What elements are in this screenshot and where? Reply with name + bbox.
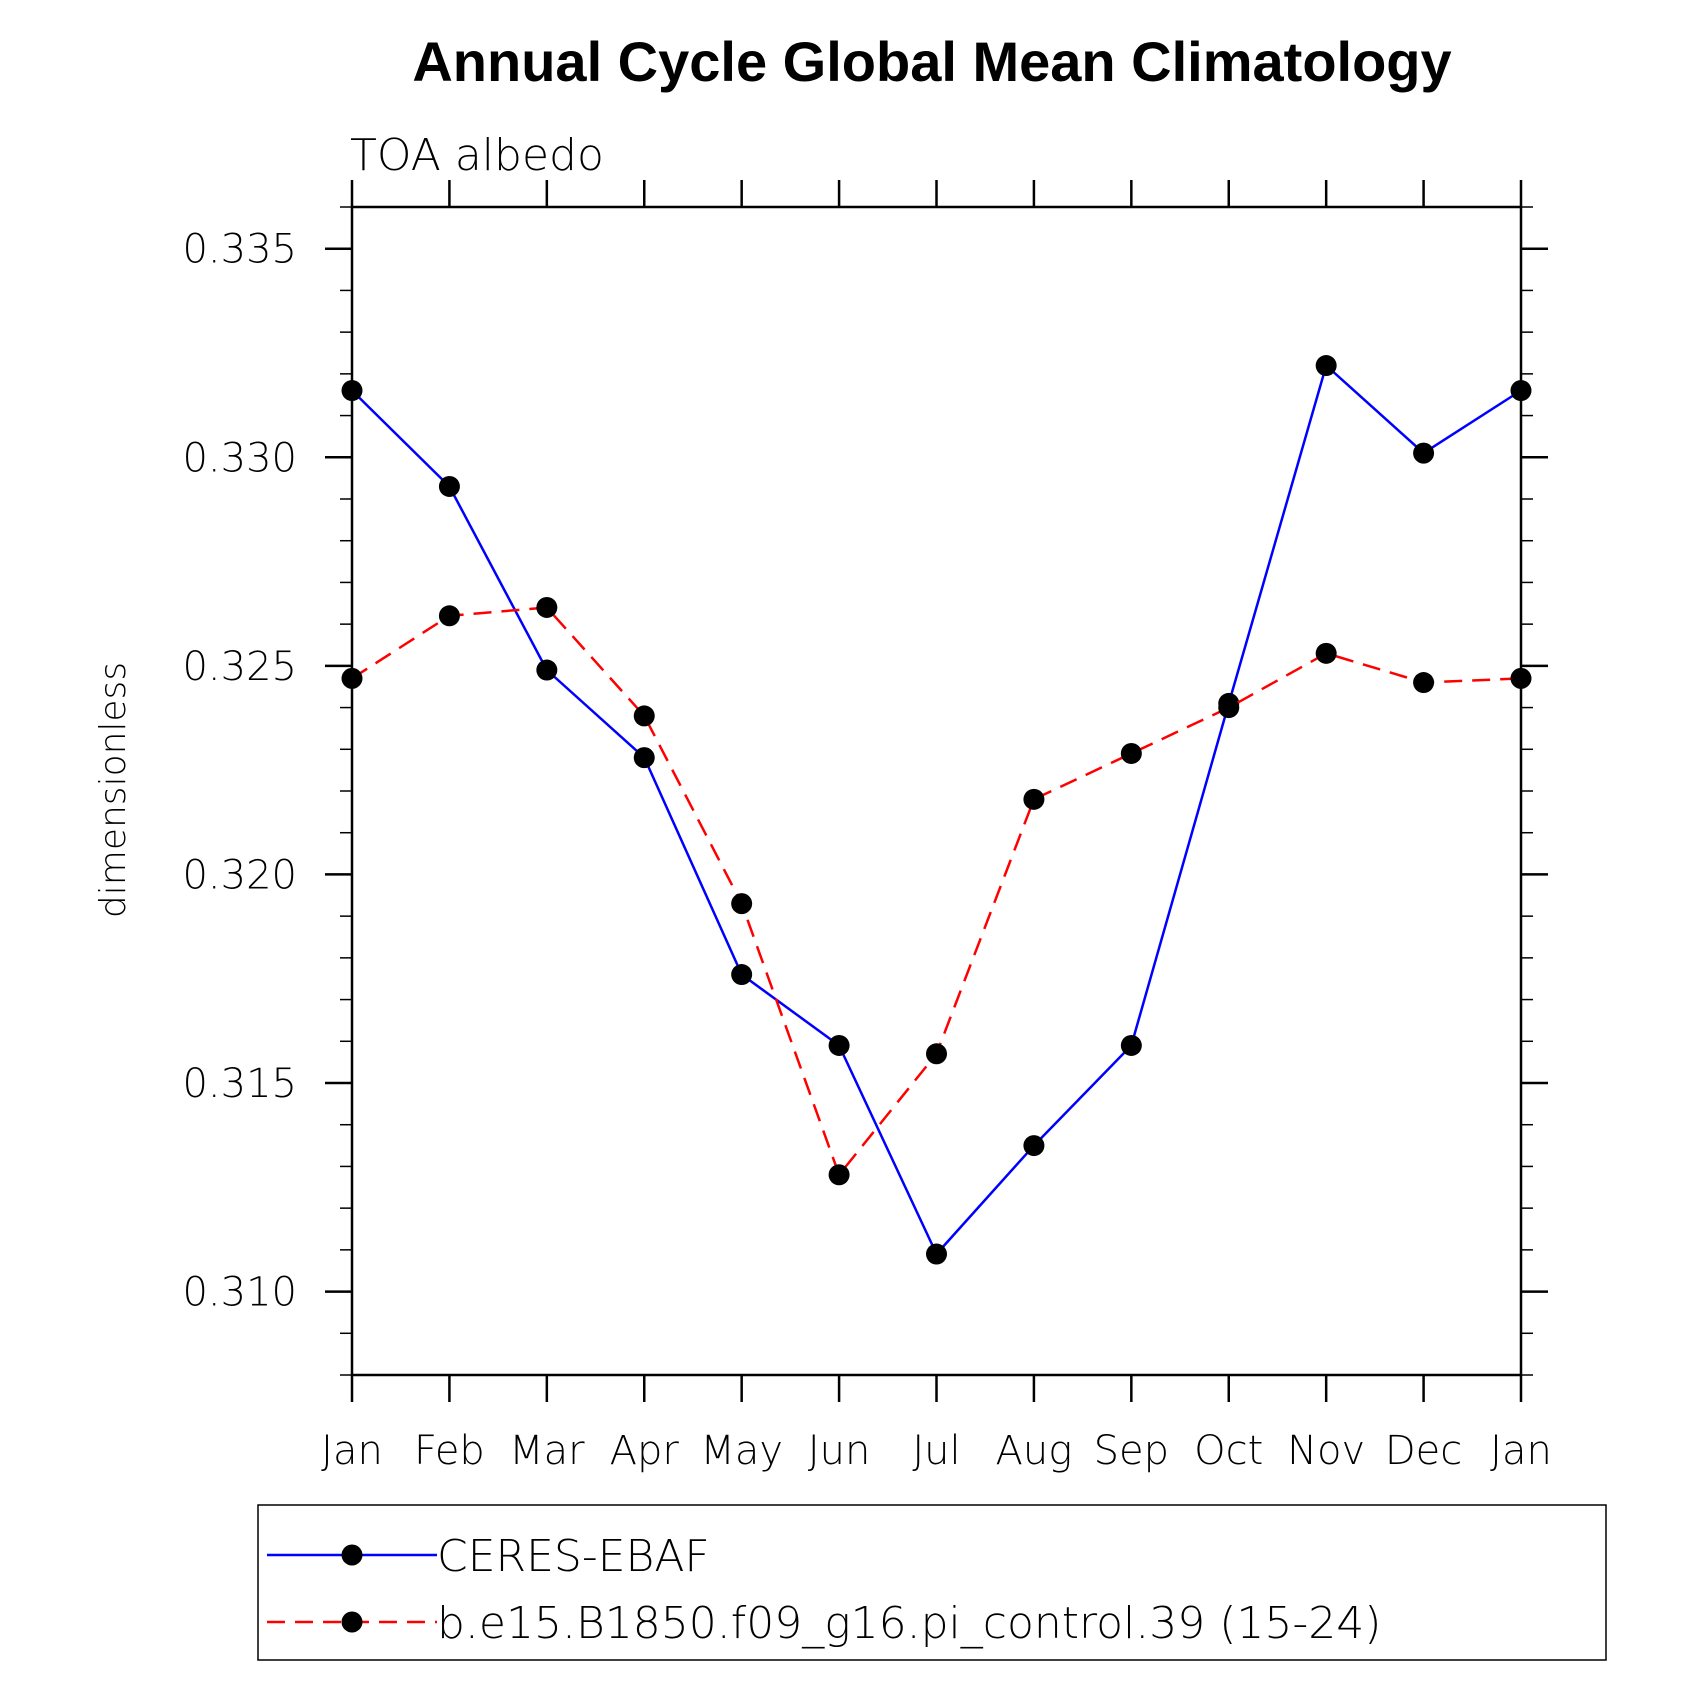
legend-marker — [341, 1611, 363, 1633]
data-point — [1023, 1135, 1045, 1157]
legend-label: b.e15.B1850.f09_g16.pi_control.39 (15-24… — [437, 1598, 1381, 1649]
data-point — [731, 893, 753, 915]
data-point — [1218, 697, 1240, 719]
axes: Jan Feb Mar Apr May Jun Jul Aug Sep Oct Nov Dec Jan 0… — [182, 180, 1552, 1474]
legend-item-1: CERES-EBAF — [267, 1531, 710, 1582]
x-tick-label: Oct — [1194, 1428, 1263, 1474]
y-tick-label: 0.315 — [182, 1061, 297, 1107]
data-point — [1120, 742, 1142, 764]
x-tick-label: May — [700, 1428, 783, 1474]
series-line — [351, 606, 1522, 1177]
x-tick-label: Jun — [808, 1428, 871, 1474]
data-point — [536, 659, 558, 681]
x-tick-label: Jan — [1490, 1428, 1552, 1474]
series-line — [351, 364, 1522, 1256]
x-tick-label: Mar — [509, 1428, 585, 1474]
chart-title: Annual Cycle Global Mean Climatology — [412, 30, 1451, 93]
y-tick-label: 0.325 — [182, 644, 297, 690]
x-tick-label: Jul — [912, 1428, 960, 1474]
legend-marker — [341, 1544, 363, 1566]
data-point — [828, 1164, 850, 1186]
x-tick-label: Aug — [996, 1428, 1073, 1474]
data-point — [1315, 355, 1337, 377]
data-point — [341, 380, 363, 402]
data-point — [828, 1034, 850, 1056]
data-point — [731, 964, 753, 986]
x-tick-label: Apr — [610, 1428, 680, 1474]
data-point — [633, 747, 655, 769]
series-2 — [341, 596, 1532, 1186]
data-point — [536, 596, 558, 618]
x-tick-label: Sep — [1094, 1428, 1169, 1474]
y-tick-label: 0.310 — [182, 1270, 297, 1316]
data-point — [438, 605, 460, 627]
legend-label: CERES-EBAF — [437, 1531, 710, 1582]
data-point — [1510, 667, 1532, 689]
legend-box — [257, 1504, 1607, 1661]
data-point — [926, 1043, 947, 1065]
series-group — [341, 355, 1532, 1265]
data-point — [1413, 672, 1435, 694]
y-axis-label: dimensionless — [93, 662, 134, 918]
x-tick-label: Feb — [414, 1428, 485, 1474]
data-point — [1510, 380, 1532, 402]
legend: CERES-EBAF b.e15.B1850.f09_g16.pi_control… — [257, 1504, 1607, 1661]
data-point — [1315, 642, 1337, 664]
legend-item-2: b.e15.B1850.f09_g16.pi_control.39 (15-24… — [267, 1598, 1381, 1649]
data-point — [341, 667, 363, 689]
x-tick-label: Nov — [1287, 1428, 1365, 1474]
y-tick-label: 0.335 — [182, 227, 297, 273]
series-1 — [341, 355, 1532, 1265]
data-point — [1023, 788, 1045, 810]
data-point — [438, 475, 460, 497]
y-tick-label: 0.330 — [182, 435, 297, 481]
chart-subtitle: TOA albedo — [350, 130, 604, 181]
data-point — [633, 705, 655, 727]
y-tick-label: 0.320 — [182, 852, 297, 898]
x-tick-label: Jan — [321, 1428, 383, 1474]
data-point — [926, 1243, 947, 1265]
data-point — [1120, 1034, 1142, 1056]
x-tick-label: Dec — [1385, 1428, 1462, 1474]
data-point — [1413, 442, 1435, 464]
